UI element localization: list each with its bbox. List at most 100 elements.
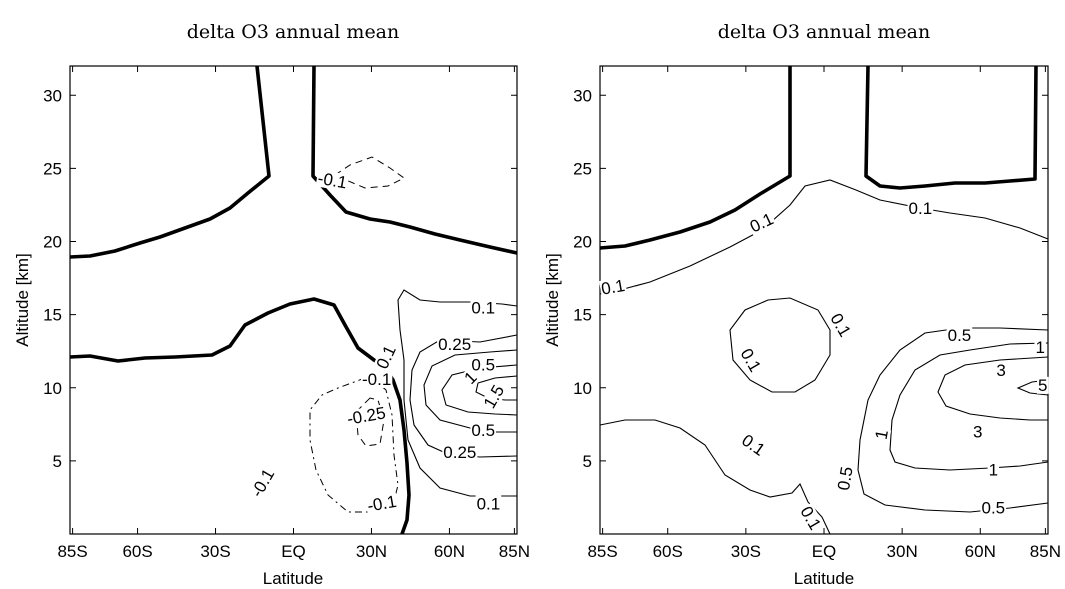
right-plot-frame bbox=[599, 65, 1049, 535]
left-contour-label: -0.1 bbox=[247, 466, 278, 501]
left-contour-label: -0.1 bbox=[362, 370, 391, 389]
right-contour-label: 1 bbox=[1035, 338, 1044, 357]
right-contour-label-bg bbox=[826, 309, 855, 341]
right-contour-label-bg bbox=[599, 276, 628, 298]
right-ytick-label: 5 bbox=[583, 452, 592, 471]
right-contour-label: 0.1 bbox=[826, 310, 854, 340]
left-xtick-label: 30S bbox=[200, 542, 230, 561]
left-contour-label-bg bbox=[361, 370, 393, 388]
right-contour-label: 0.1 bbox=[909, 199, 933, 218]
left-contour-neg0.25 bbox=[355, 397, 385, 447]
left-plot-title: delta O3 annual mean bbox=[187, 21, 400, 43]
right-plot-title: delta O3 annual mean bbox=[718, 21, 931, 43]
left-xlabel: Latitude bbox=[263, 569, 324, 588]
left-contour-label-group: 0.1 bbox=[470, 298, 497, 317]
right-contour-label-group: 0.1 bbox=[736, 344, 765, 376]
right-contour-label-bg bbox=[796, 502, 825, 534]
right-contour-label-bg bbox=[746, 209, 777, 237]
right-contour-label-group: 0.5 bbox=[834, 464, 857, 493]
right-contour-label-group: 0.1 bbox=[796, 502, 825, 534]
left-contour-label-bg bbox=[470, 422, 497, 440]
left-contour-neg0.1-lower bbox=[309, 377, 399, 513]
right-contour-label: 0.1 bbox=[736, 345, 764, 375]
left-contour-label-bg bbox=[460, 367, 481, 388]
right-ytick-label: 15 bbox=[573, 306, 592, 325]
left-contour-label: -0.1 bbox=[316, 169, 348, 193]
left-contour-label: 0.5 bbox=[471, 421, 495, 440]
left-contour-label-bg bbox=[437, 335, 473, 353]
left-ytick-label: 5 bbox=[53, 452, 62, 471]
left-contour-label-group: -0.1 bbox=[247, 465, 278, 501]
right-contour-label-group: 0.1 bbox=[907, 199, 934, 218]
left-contour-label-bg bbox=[315, 169, 350, 192]
right-contour-label: 3 bbox=[996, 361, 1005, 380]
right-contour-3 bbox=[937, 356, 1049, 421]
left-contour-label: 0.1 bbox=[471, 298, 495, 317]
right-contour-label: 1 bbox=[872, 428, 892, 441]
right-contour-label-bg bbox=[872, 427, 892, 442]
right-contour-label-group: 1 bbox=[872, 427, 892, 442]
right-contour-label: 0.1 bbox=[600, 276, 627, 299]
left-contour-label-group: 0.5 bbox=[470, 421, 497, 440]
right-contour-label: 1 bbox=[989, 461, 998, 480]
right-contour-label-group: 3 bbox=[995, 361, 1007, 380]
right-contour-label: 3 bbox=[973, 423, 982, 442]
right-ylabel: Altitude [km] bbox=[543, 253, 562, 347]
left-contour-label: -0.1 bbox=[366, 492, 398, 516]
left-contour-label-group: -0.1 bbox=[361, 370, 393, 389]
right-contour-label-group: 0.5 bbox=[980, 499, 1007, 518]
right-contour-label-bg bbox=[980, 499, 1007, 517]
left-ytick-label: 25 bbox=[43, 159, 62, 178]
right-contour-0.1-lower bbox=[599, 419, 831, 535]
left-xtick-label: 85N bbox=[499, 542, 530, 561]
right-ytick-label: 10 bbox=[573, 379, 592, 398]
right-contour-label-group: 0.1 bbox=[738, 430, 769, 460]
right-contour-label-bg bbox=[907, 199, 934, 217]
right-contour-label-group: 0.1 bbox=[746, 209, 777, 237]
right-contour-label-bg bbox=[971, 423, 984, 441]
left-contour-neg0.1-upper bbox=[333, 156, 405, 189]
right-contour-label-bg bbox=[736, 344, 765, 376]
right-ytick-label: 30 bbox=[573, 86, 592, 105]
right-contour-label-group: 0.5 bbox=[946, 326, 973, 345]
left-xtick-label: 60S bbox=[122, 542, 152, 561]
right-contour-label: 5 bbox=[1038, 376, 1047, 395]
left-zero-contour-nh bbox=[311, 65, 518, 255]
right-ytick-label: 20 bbox=[573, 233, 592, 252]
left-contour-label-group: 0.1 bbox=[373, 342, 400, 373]
right-contour-label-bg bbox=[738, 430, 769, 460]
left-contour-label-bg bbox=[470, 356, 497, 374]
left-ytick-label: 20 bbox=[43, 233, 62, 252]
right-contour-0.1-loop bbox=[729, 297, 831, 393]
right-contour-label-group: 1 bbox=[987, 461, 1000, 480]
right-zero-contour-nh bbox=[864, 65, 1038, 190]
right-xtick-label: 60S bbox=[653, 542, 683, 561]
left-contour-1.5 bbox=[475, 375, 518, 401]
left-xtick-label: EQ bbox=[281, 542, 306, 561]
right-xtick-label: 30N bbox=[887, 542, 918, 561]
left-contour-label: 0.1 bbox=[373, 343, 400, 372]
right-xtick-label: 85S bbox=[587, 542, 617, 561]
right-contour-0.5 bbox=[857, 327, 1049, 513]
right-contour-label-bg bbox=[995, 362, 1007, 380]
right-contour-label: 0.1 bbox=[747, 209, 776, 236]
left-contour-label: -0.25 bbox=[346, 403, 387, 428]
left-contour-label-bg bbox=[442, 444, 478, 462]
left-contour-label-group: -0.1 bbox=[315, 169, 350, 193]
right-contour-label: 0.5 bbox=[834, 465, 857, 492]
right-xtick-label: 60N bbox=[965, 542, 996, 561]
left-contour-label: 0.5 bbox=[471, 355, 495, 374]
left-contour-label-bg bbox=[373, 342, 400, 373]
right-contour-1 bbox=[889, 342, 1049, 471]
left-contour-plot: delta O3 annual mean 85S 60S 30S EQ 30N 60N 85… bbox=[13, 21, 530, 588]
right-xtick-label: EQ bbox=[812, 542, 837, 561]
left-ylabel: Altitude [km] bbox=[13, 253, 32, 347]
right-contour-label-bg bbox=[946, 327, 973, 345]
right-contour-label: 0.1 bbox=[738, 431, 768, 460]
right-xtick-label: 30S bbox=[731, 542, 761, 561]
left-contour-0.1 bbox=[397, 289, 518, 497]
right-contour-label-group: 5 bbox=[1037, 376, 1049, 395]
right-contour-label: 0.5 bbox=[981, 499, 1005, 518]
